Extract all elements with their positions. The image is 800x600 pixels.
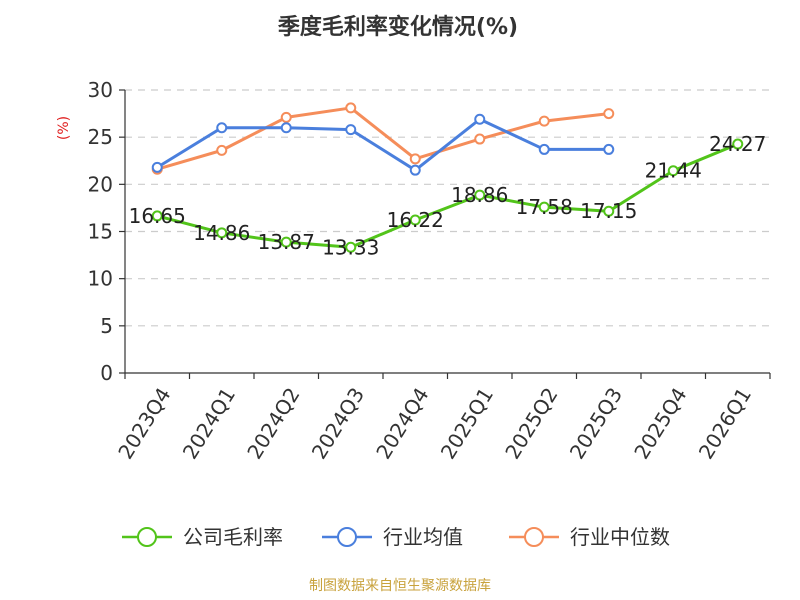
data-label: 17.58 (516, 195, 573, 219)
y-tick-label: 10 (88, 267, 113, 291)
series-group (151, 102, 744, 253)
x-tick-label: 2025Q2 (500, 383, 562, 463)
data-point (216, 227, 228, 239)
legend: 公司毛利率 行业均值 行业中位数 (122, 525, 670, 549)
legend-item: 行业中位数 (509, 525, 670, 549)
data-point (667, 165, 679, 177)
data-label: 13.87 (258, 230, 315, 254)
y-axis-label: (%) (56, 116, 72, 140)
data-point (409, 153, 421, 165)
axes: 0 5 10 15 20 25 30 2023Q4 2024Q1 2024Q2 2024Q3 2024… (88, 78, 771, 463)
data-label: 18.86 (451, 183, 508, 207)
y-tick-label: 30 (88, 78, 113, 102)
data-point (345, 241, 357, 253)
series-line (156, 106, 609, 171)
data-point (538, 201, 550, 213)
data-labels: 16.65 14.86 13.87 13.33 16.22 18.86 17.58 17.15… (129, 132, 767, 259)
data-label: 24.27 (709, 132, 766, 156)
source-note: 制图数据来自恒生聚源数据库 (309, 578, 491, 594)
legend-marker (524, 527, 544, 547)
data-point (538, 115, 550, 127)
x-tick-label: 2024Q3 (307, 383, 369, 463)
legend-item: 公司毛利率 (122, 525, 283, 549)
data-point (280, 111, 292, 123)
legend-marker (137, 527, 157, 547)
legend-label: 公司毛利率 (183, 525, 283, 549)
series-0 (151, 138, 744, 253)
data-point (280, 122, 292, 134)
data-point (603, 143, 615, 155)
data-point (409, 164, 421, 176)
data-label: 16.65 (129, 204, 186, 228)
x-tick-label: 2025Q4 (629, 383, 691, 463)
data-point (216, 144, 228, 156)
data-point (603, 205, 615, 217)
data-point (280, 236, 292, 248)
y-tick-label: 20 (88, 172, 113, 196)
data-point (345, 102, 357, 114)
data-label: 14.86 (193, 221, 250, 245)
x-tick-label: 2025Q3 (565, 383, 627, 463)
data-label: 13.33 (322, 235, 379, 259)
data-point (732, 138, 744, 150)
legend-marker (337, 527, 357, 547)
x-tick-label: 2024Q4 (371, 383, 433, 463)
y-tick-label: 0 (100, 361, 113, 385)
data-label: 16.22 (387, 208, 444, 232)
x-tick-label: 2023Q4 (113, 383, 175, 463)
data-label: 21.44 (645, 159, 702, 183)
data-label: 17.15 (580, 199, 637, 223)
data-point (345, 124, 357, 136)
data-point (409, 214, 421, 226)
data-point (538, 143, 550, 155)
chart-title: 季度毛利率变化情况(%) (278, 14, 518, 40)
x-tick-label: 2024Q2 (242, 383, 304, 463)
x-tick-label: 2024Q1 (178, 383, 240, 463)
series-2 (151, 102, 615, 175)
data-point (474, 189, 486, 201)
data-point (151, 161, 163, 173)
series-line (156, 117, 609, 172)
y-tick-label: 15 (88, 220, 113, 244)
legend-label: 行业中位数 (570, 525, 670, 549)
y-tick-label: 25 (88, 125, 113, 149)
series-1 (151, 113, 615, 176)
data-point (474, 133, 486, 145)
x-tick-label: 2026Q1 (694, 383, 756, 463)
data-point (603, 108, 615, 120)
grid (125, 89, 770, 327)
legend-label: 行业均值 (383, 525, 463, 549)
x-tick-label: 2025Q1 (436, 383, 498, 463)
legend-item: 行业均值 (322, 525, 463, 549)
data-point (151, 210, 163, 222)
data-point (474, 113, 486, 125)
series-line (156, 142, 739, 249)
data-point (216, 122, 228, 134)
y-tick-label: 5 (100, 314, 113, 338)
